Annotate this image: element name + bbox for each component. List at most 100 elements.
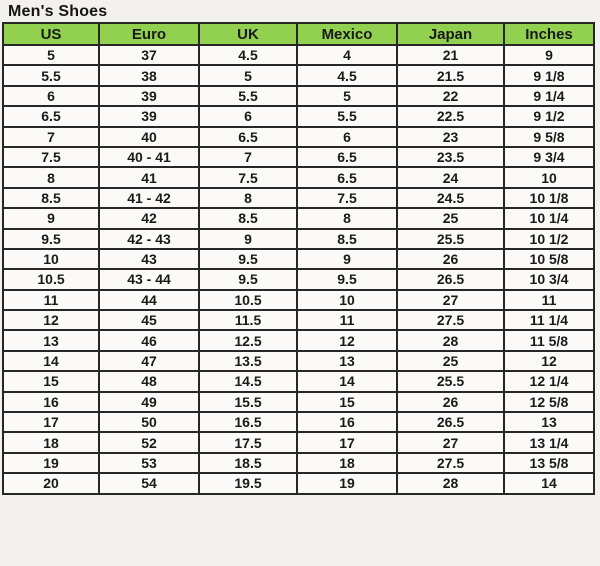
table-cell: 42 <box>98 207 200 230</box>
table-cell: 23.5 <box>396 145 505 169</box>
table-cell: 13 5/8 <box>503 451 595 475</box>
column-header-japan: Japan <box>396 22 505 46</box>
table-cell: 5 <box>2 43 100 67</box>
table-cell: 8.5 <box>296 227 398 250</box>
table-cell: 7 <box>198 145 298 169</box>
table-cell: 53 <box>98 451 200 475</box>
table-cell: 7.5 <box>296 186 398 210</box>
table-cell: 22 <box>396 84 505 108</box>
table-cell: 14.5 <box>198 370 298 393</box>
table-row: 8.5 41 - 42 8 7.5 24.5 10 1/8 <box>2 186 595 210</box>
table-cell: 19 <box>2 451 100 475</box>
table-cell: 11 <box>2 288 100 312</box>
shoe-size-conversion-table: US Euro UK Mexico Japan Inches 5 37 4.5 4 21 9 5.5 3… <box>2 22 595 495</box>
table-cell: 10 1/8 <box>503 186 595 210</box>
table-row: 7.5 40 - 41 7 6.5 23.5 9 3/4 <box>2 145 595 169</box>
table-cell: 12 <box>2 309 100 332</box>
table-row: 20 54 19.5 19 28 14 <box>2 472 595 495</box>
table-cell: 47 <box>98 349 200 373</box>
table-cell: 12.5 <box>198 329 298 352</box>
table-cell: 6.5 <box>296 166 398 189</box>
table-cell: 10 1/4 <box>503 207 595 230</box>
table-cell: 10.5 <box>2 268 100 291</box>
table-cell: 11.5 <box>198 309 298 332</box>
table-cell: 10 1/2 <box>503 227 595 250</box>
table-row: 10.5 43 - 44 9.5 9.5 26.5 10 3/4 <box>2 268 595 291</box>
table-cell: 19 <box>296 472 398 495</box>
table-cell: 10 <box>2 247 100 271</box>
table-cell: 41 - 42 <box>98 186 200 210</box>
table-cell: 12 <box>296 329 398 352</box>
table-header: US Euro UK Mexico Japan Inches <box>2 22 595 46</box>
table-cell: 11 <box>296 309 398 332</box>
column-header-inches: Inches <box>503 22 595 46</box>
table-cell: 26 <box>396 247 505 271</box>
table-cell: 6.5 <box>296 145 398 169</box>
table-cell: 27.5 <box>396 451 505 475</box>
table-cell: 4.5 <box>296 64 398 87</box>
table-cell: 15 <box>296 390 398 414</box>
table-row: 5.5 38 5 4.5 21.5 9 1/8 <box>2 64 595 87</box>
table-row: 7 40 6.5 6 23 9 5/8 <box>2 125 595 148</box>
table-cell: 25 <box>396 207 505 230</box>
column-header-uk: UK <box>198 22 298 46</box>
table-row: 6.5 39 6 5.5 22.5 9 1/2 <box>2 105 595 128</box>
table-cell: 8.5 <box>2 186 100 210</box>
table-cell: 22.5 <box>396 105 505 128</box>
table-cell: 46 <box>98 329 200 352</box>
table-cell: 44 <box>98 288 200 312</box>
table-cell: 54 <box>98 472 200 495</box>
table-cell: 21 <box>396 43 505 67</box>
table-row: 17 50 16.5 16 26.5 13 <box>2 411 595 434</box>
header-row: US Euro UK Mexico Japan Inches <box>2 22 595 46</box>
page-title: Men's Shoes <box>8 3 108 20</box>
table-row: 11 44 10.5 10 27 11 <box>2 288 595 312</box>
table-cell: 18 <box>2 431 100 454</box>
table-row: 10 43 9.5 9 26 10 5/8 <box>2 247 595 271</box>
table-cell: 27 <box>396 288 505 312</box>
table-cell: 13 <box>296 349 398 373</box>
table-cell: 4.5 <box>198 43 298 67</box>
table-row: 12 45 11.5 11 27.5 11 1/4 <box>2 309 595 332</box>
table-row: 6 39 5.5 5 22 9 1/4 <box>2 84 595 108</box>
table-cell: 9 <box>2 207 100 230</box>
table-cell: 37 <box>98 43 200 67</box>
table-cell: 13.5 <box>198 349 298 373</box>
table-cell: 5.5 <box>198 84 298 108</box>
table-cell: 13 <box>2 329 100 352</box>
table-cell: 52 <box>98 431 200 454</box>
table-cell: 8 <box>2 166 100 189</box>
table-cell: 26.5 <box>396 411 505 434</box>
table-row: 14 47 13.5 13 25 12 <box>2 349 595 373</box>
table-cell: 6 <box>198 105 298 128</box>
table-cell: 5 <box>296 84 398 108</box>
table-cell: 25.5 <box>396 370 505 393</box>
table-cell: 50 <box>98 411 200 434</box>
table-cell: 8.5 <box>198 207 298 230</box>
table-cell: 13 1/4 <box>503 431 595 454</box>
table-cell: 25.5 <box>396 227 505 250</box>
table-cell: 8 <box>296 207 398 230</box>
table-cell: 42 - 43 <box>98 227 200 250</box>
column-header-euro: Euro <box>98 22 200 46</box>
table-row: 18 52 17.5 17 27 13 1/4 <box>2 431 595 454</box>
table-cell: 27.5 <box>396 309 505 332</box>
table-cell: 43 - 44 <box>98 268 200 291</box>
table-cell: 10 <box>503 166 595 189</box>
table-cell: 19.5 <box>198 472 298 495</box>
table-cell: 11 5/8 <box>503 329 595 352</box>
table-cell: 6 <box>2 84 100 108</box>
table-row: 9.5 42 - 43 9 8.5 25.5 10 1/2 <box>2 227 595 250</box>
table-cell: 18 <box>296 451 398 475</box>
table-row: 19 53 18.5 18 27.5 13 5/8 <box>2 451 595 475</box>
table-cell: 28 <box>396 472 505 495</box>
table-cell: 39 <box>98 84 200 108</box>
table-cell: 9 3/4 <box>503 145 595 169</box>
table-cell: 20 <box>2 472 100 495</box>
table-cell: 11 <box>503 288 595 312</box>
table-cell: 9 1/4 <box>503 84 595 108</box>
table-cell: 5 <box>198 64 298 87</box>
table-body: 5 37 4.5 4 21 9 5.5 38 5 4.5 21.5 9 1/8 6 39 5.5 5 22 9 1… <box>2 43 595 495</box>
table-cell: 27 <box>396 431 505 454</box>
table-row: 13 46 12.5 12 28 11 5/8 <box>2 329 595 352</box>
